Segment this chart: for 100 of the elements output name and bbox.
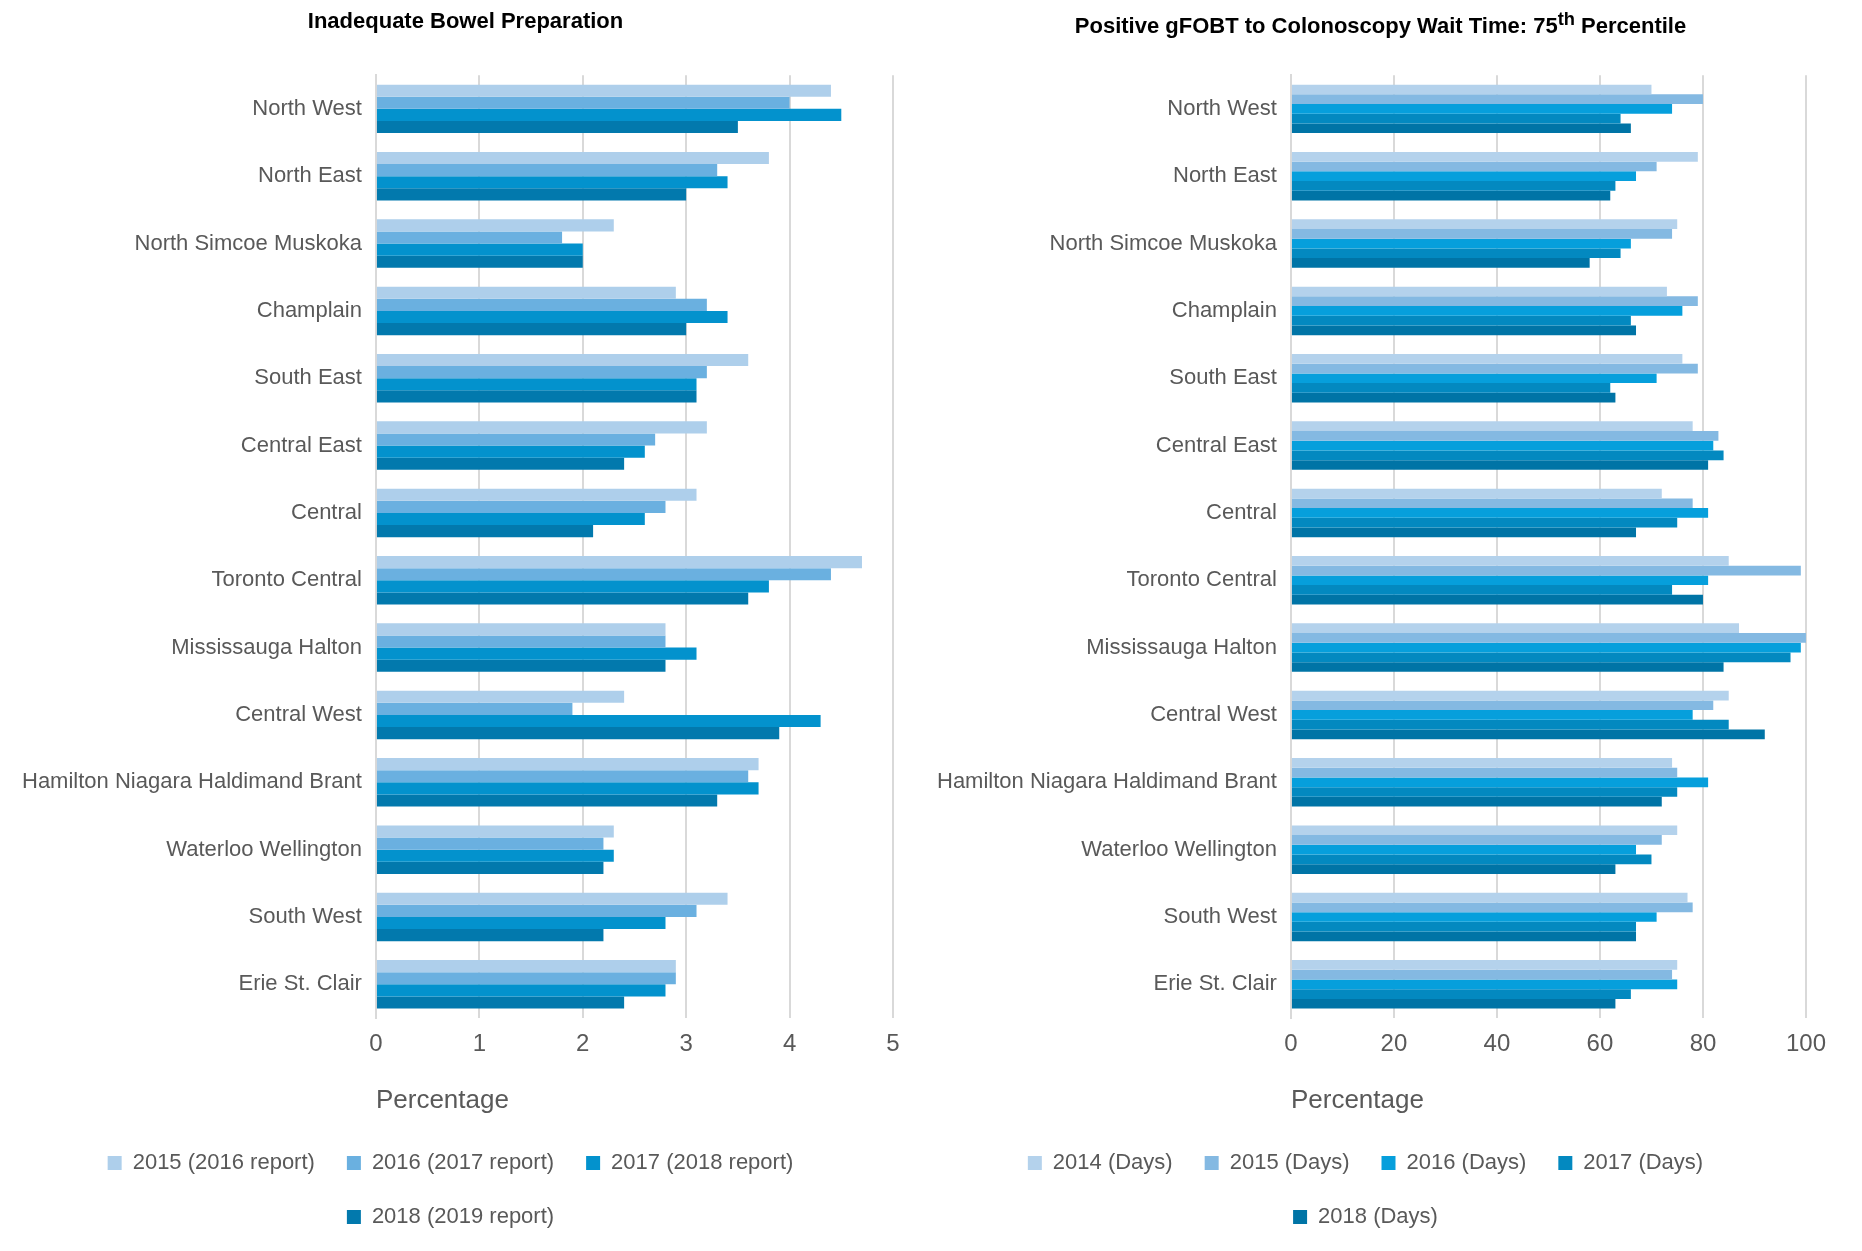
x-tick-label: 0: [1284, 1029, 1298, 1057]
bar: [376, 659, 666, 672]
y-tick-label: Champlain: [256, 296, 362, 322]
bar: [376, 580, 769, 593]
bar: [1291, 892, 1688, 903]
bar: [376, 972, 676, 985]
bar: [376, 84, 831, 97]
bar: [376, 390, 697, 403]
bar: [376, 512, 645, 526]
bar: [1291, 440, 1714, 451]
bar: [376, 457, 625, 470]
bar: [1291, 787, 1678, 797]
bar: [376, 623, 666, 636]
bar: [1291, 113, 1621, 124]
y-tick-label: South East: [254, 364, 362, 390]
bar: [1291, 181, 1616, 191]
bar: [376, 904, 697, 917]
bar: [376, 568, 831, 581]
bar: [1291, 171, 1637, 182]
bar: [1291, 190, 1611, 201]
bar: [1291, 796, 1662, 807]
x-tick-label: 0: [369, 1029, 383, 1057]
bar: [1291, 363, 1698, 374]
x-tick-label: 40: [1483, 1029, 1511, 1057]
bar: [1291, 758, 1673, 768]
bar: [376, 354, 749, 367]
bar: [376, 96, 790, 109]
bar: [1291, 652, 1791, 663]
bar: [1291, 431, 1719, 441]
bar: [376, 151, 769, 165]
legend-label: 2015 (Days): [1229, 1149, 1350, 1175]
y-tick-label: Mississauga Halton: [171, 633, 362, 659]
bar: [1291, 556, 1729, 566]
chart-title: Inadequate Bowel Preparation: [306, 8, 625, 35]
bar: [376, 219, 614, 232]
bar: [1291, 623, 1740, 634]
bar: [1291, 998, 1616, 1009]
bar: [376, 445, 645, 458]
y-tick-label: South West: [1163, 903, 1277, 929]
y-tick-label: North Simcoe Muskoka: [1049, 229, 1278, 255]
bar: [376, 488, 697, 501]
bar: [1291, 527, 1637, 538]
y-tick-label: Champlain: [1171, 296, 1277, 322]
bar: [1291, 296, 1698, 307]
x-tick-label: 3: [679, 1029, 693, 1057]
bar: [1291, 517, 1678, 528]
y-tick-label: Hamilton Niagara Haldimand Brant: [937, 768, 1277, 794]
bar: [1291, 729, 1765, 740]
bar: [1291, 662, 1724, 672]
bar: [376, 298, 707, 311]
x-tick-label: 20: [1380, 1029, 1408, 1057]
bar: [1291, 450, 1724, 461]
bar: [1291, 854, 1652, 865]
bar: [376, 892, 728, 905]
y-tick-label: North West: [1167, 94, 1277, 120]
bar: [376, 916, 666, 930]
legend-label: 2018 (Days): [1318, 1203, 1438, 1229]
bar: [1291, 373, 1657, 384]
bar: [376, 556, 862, 569]
bar: [1291, 123, 1631, 134]
bar: [1291, 219, 1678, 230]
bar: [1291, 325, 1637, 336]
bar: [1291, 921, 1637, 932]
bar: [1291, 161, 1657, 172]
x-tick-label: 60: [1586, 1029, 1614, 1057]
legend-label: 2015 (2016 report): [132, 1149, 315, 1175]
bar: [1291, 912, 1657, 922]
bar: [376, 690, 625, 703]
y-tick-label: Central: [291, 498, 362, 524]
y-tick-label: Central West: [1150, 701, 1277, 727]
bar: [376, 849, 614, 862]
bar: [1291, 286, 1667, 297]
bar: [376, 421, 707, 434]
bar: [1291, 844, 1637, 855]
bar: [1291, 383, 1611, 393]
x-tick-label: 80: [1689, 1029, 1717, 1057]
x-tick-label: 5: [886, 1029, 900, 1057]
y-tick-label: Central: [1206, 498, 1277, 524]
bar: [1291, 767, 1678, 778]
bar: [376, 592, 749, 605]
bar: [1291, 902, 1693, 913]
bar: [1291, 575, 1709, 586]
legend-label: 2016 (2017 report): [371, 1149, 555, 1175]
y-tick-label: Waterloo Wellington: [1081, 835, 1277, 861]
y-tick-label: South West: [248, 903, 362, 929]
bar: [376, 188, 687, 201]
bar: [376, 525, 594, 538]
bar: [1291, 777, 1709, 788]
bar: [1291, 488, 1662, 499]
bar: [376, 960, 676, 973]
bar: [1291, 690, 1729, 701]
x-axis-title: Percentage: [375, 1083, 509, 1114]
x-tick-label: 1: [472, 1029, 487, 1057]
bar: [1291, 460, 1709, 470]
bar: [376, 714, 821, 728]
bar: [1291, 710, 1693, 720]
y-tick-label: Central East: [240, 431, 362, 457]
bar: [376, 231, 563, 244]
bar: [1291, 969, 1673, 980]
y-tick-label: South East: [1169, 364, 1277, 390]
